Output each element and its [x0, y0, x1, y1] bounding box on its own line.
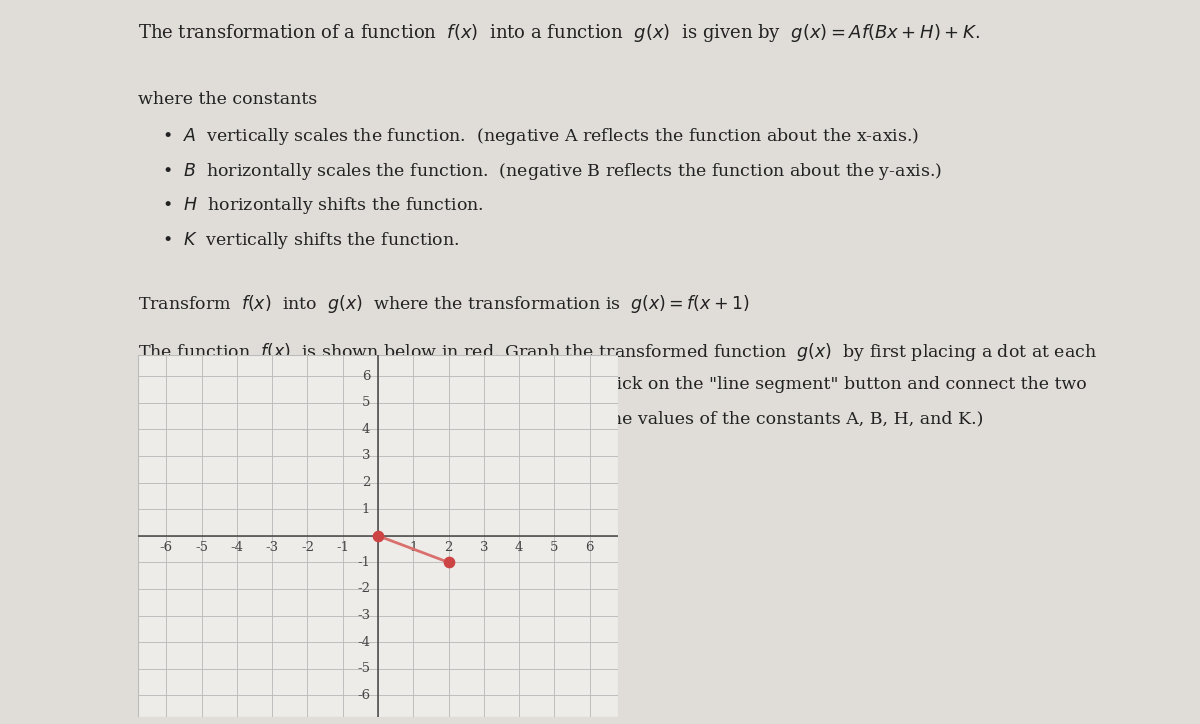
- Text: -2: -2: [358, 583, 371, 596]
- Text: Transform  $f(x)$  into  $g(x)$  where the transformation is  $g(x) = f(x + 1)$: Transform $f(x)$ into $g(x)$ where the t…: [138, 292, 750, 315]
- Text: 6: 6: [586, 541, 594, 554]
- Text: -1: -1: [358, 556, 371, 569]
- Text: 6: 6: [361, 369, 371, 382]
- Text: -5: -5: [358, 662, 371, 675]
- Text: 4: 4: [362, 423, 371, 436]
- Text: -4: -4: [230, 541, 244, 554]
- Text: 1: 1: [409, 541, 418, 554]
- Text: -5: -5: [196, 541, 208, 554]
- Text: -6: -6: [358, 689, 371, 702]
- Text: -6: -6: [160, 541, 173, 554]
- Text: •  $A$  vertically scales the function.  (negative A reflects the function about: • $A$ vertically scales the function. (n…: [162, 126, 919, 147]
- Text: 1: 1: [362, 502, 371, 515]
- Text: •  $K$  vertically shifts the function.: • $K$ vertically shifts the function.: [162, 230, 460, 251]
- Text: 3: 3: [361, 450, 371, 463]
- Text: The function  $f(x)$  is shown below in red. Graph the transformed function  $g(: The function $f(x)$ is shown below in re…: [138, 342, 1097, 363]
- Text: 2: 2: [444, 541, 452, 554]
- Text: 5: 5: [551, 541, 559, 554]
- Text: where the constants: where the constants: [138, 91, 317, 108]
- Text: 4: 4: [515, 541, 523, 554]
- Text: -1: -1: [336, 541, 349, 554]
- Text: end point of the new transformed function and then click on the "line segment" b: end point of the new transformed functio…: [138, 376, 1087, 393]
- Text: -3: -3: [265, 541, 278, 554]
- Text: •  $B$  horizontally scales the function.  (negative B reflects the function abo: • $B$ horizontally scales the function. …: [162, 161, 942, 182]
- Text: 3: 3: [480, 541, 488, 554]
- Text: -2: -2: [301, 541, 314, 554]
- Text: The transformation of a function  $f(x)$  into a function  $g(x)$  is given by  : The transformation of a function $f(x)$ …: [138, 22, 979, 43]
- Point: [439, 557, 458, 568]
- Point: [368, 530, 388, 542]
- Text: -4: -4: [358, 636, 371, 649]
- Text: blue dots. (Hint: Use pattern-matching to determine the values of the constants : blue dots. (Hint: Use pattern-matching t…: [138, 411, 983, 428]
- Text: 2: 2: [362, 476, 371, 489]
- Text: •  $H$  horizontally shifts the function.: • $H$ horizontally shifts the function.: [162, 195, 484, 216]
- Text: 5: 5: [362, 396, 371, 409]
- Text: -3: -3: [358, 609, 371, 622]
